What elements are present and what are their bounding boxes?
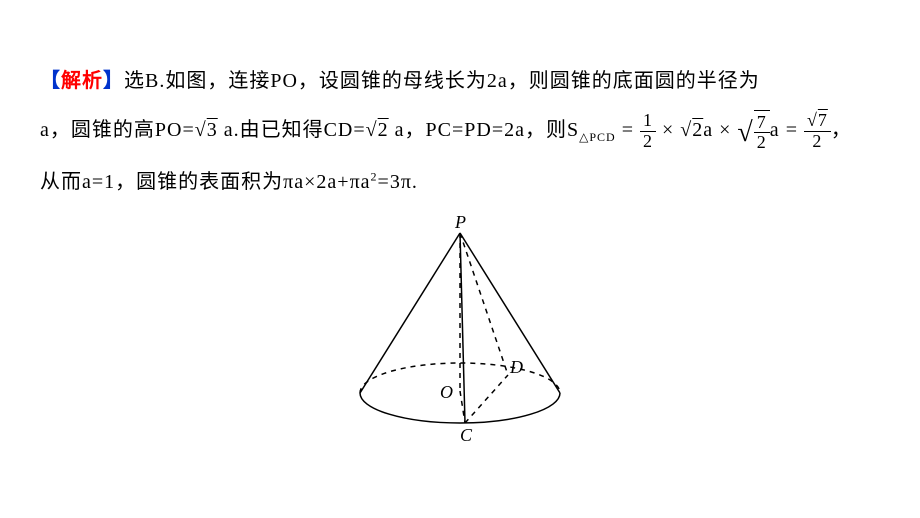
frac-sqrt7-num: √7	[804, 111, 831, 132]
jiexi-label: 解析	[61, 70, 103, 92]
line2-text-a: a，圆锥的高PO=	[40, 119, 195, 141]
mul-2: ×	[719, 119, 731, 141]
sqrt7-arg: 7	[818, 110, 828, 130]
sqrt2a-arg: 2	[692, 119, 703, 141]
solution-text: 【解析】选B.如图，连接PO，设圆锥的母线长为2a，则圆锥的底面圆的半径为 a，…	[40, 60, 880, 203]
a-suffix-1: a	[703, 119, 713, 141]
radical-arg-1: 72	[754, 110, 770, 154]
cone-diagram: P O C D	[330, 213, 590, 443]
mul-1: ×	[662, 119, 674, 141]
sqrt-symbol-4: √	[807, 110, 818, 130]
line3-text-b: =3π.	[378, 171, 418, 193]
s-label: S	[567, 119, 579, 141]
sqrt-symbol: √	[195, 119, 207, 141]
frac-half-num: 1	[640, 111, 656, 132]
label-c: C	[460, 425, 473, 443]
line1-text: 选B.如图，连接PO，设圆锥的母线长为2a，则圆锥的底面圆的半径为	[124, 70, 760, 92]
radical-1: √	[737, 104, 753, 163]
sqrt3-arg: 3	[207, 119, 218, 141]
sqrt2-arg: 2	[378, 119, 389, 141]
frac-7-2-den: 2	[754, 133, 770, 153]
frac-sqrt7-2: √72	[804, 111, 831, 152]
label-d: D	[509, 357, 523, 377]
sqrt-symbol-3: √	[680, 119, 692, 141]
trailing-comma: ，	[831, 119, 852, 141]
sqrt-frac-7-2: √72	[737, 102, 769, 161]
chord-cd	[465, 375, 508, 423]
squared: 2	[371, 169, 378, 183]
frac-half: 12	[640, 111, 656, 152]
jiexi-close-bracket: 】	[103, 70, 124, 92]
a-suffix-2: a	[770, 119, 780, 141]
frac-7-2-num: 7	[754, 113, 770, 134]
frac-half-den: 2	[640, 132, 656, 152]
jiexi-open-bracket: 【	[40, 70, 61, 92]
slant-left	[360, 233, 460, 393]
label-o: O	[440, 382, 453, 402]
frac-sqrt7-den: 2	[804, 132, 831, 152]
line2-text-c: a，PC=PD=2a，则	[389, 119, 567, 141]
sqrt-symbol-2: √	[366, 119, 378, 141]
base-front-arc	[360, 393, 560, 423]
eq-1: =	[616, 119, 640, 141]
edge-pd	[460, 233, 508, 375]
label-p: P	[454, 213, 466, 232]
formula-s-pcd: S△PCD = 12 × √2a × √72a = √72	[567, 102, 831, 161]
line3-text: 从而a=1，圆锥的表面积为πa×2a+πa	[40, 171, 371, 193]
eq-2: =	[780, 119, 804, 141]
line2-text-b: a.由已知得CD=	[218, 119, 366, 141]
s-subscript: △PCD	[579, 130, 616, 144]
frac-7-2: 72	[754, 113, 770, 154]
page: 【解析】选B.如图，连接PO，设圆锥的母线长为2a，则圆锥的底面圆的半径为 a，…	[0, 0, 920, 463]
